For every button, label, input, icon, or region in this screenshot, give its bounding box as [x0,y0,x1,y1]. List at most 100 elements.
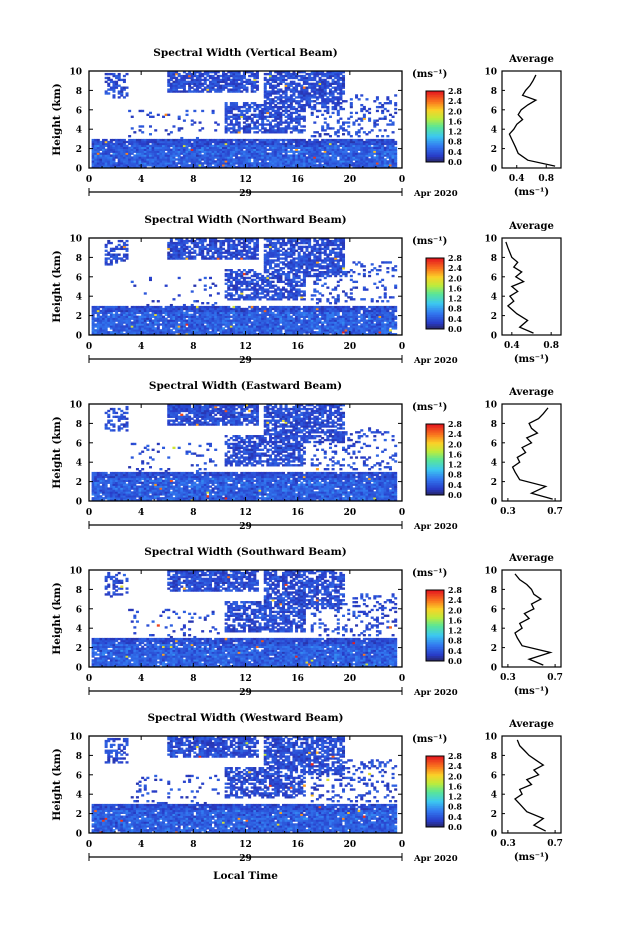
heatmap-cell [240,246,243,248]
heatmap-cell [253,108,256,110]
heatmap-cell [313,83,316,85]
heatmap-cell [347,125,350,127]
heatmap-cell [230,131,233,133]
x-tick-label: 12 [239,175,252,185]
heatmap-cell [186,139,189,141]
heatmap-cell [266,318,269,320]
heatmap-cell [332,90,335,92]
heatmap-cell [243,125,246,127]
heatmap-cell [350,98,353,100]
heatmap-cell [107,306,110,308]
heatmap-cell [290,73,293,75]
heatmap-cell [290,88,293,90]
heatmap-cell [204,139,207,141]
heatmap-cell [105,149,108,151]
heatmap-cell [287,110,290,112]
heatmap-cell [227,306,230,308]
heatmap-cell [316,102,319,104]
heatmap-cell [251,275,254,277]
heatmap-cell [191,252,194,254]
heatmap-cell [248,79,251,81]
heatmap-cell [217,248,220,250]
heatmap-cell [355,139,358,141]
heatmap-cell [253,102,256,104]
heatmap-cell [240,250,243,252]
heatmap-cell [274,298,277,300]
profile-x-tick-label: 0.4 [509,174,525,184]
heatmap-cell [238,250,241,252]
heatmap-cell [295,100,298,102]
heatmap-cell [248,139,251,141]
heatmap-cell [266,129,269,131]
heatmap-cell [287,96,290,98]
heatmap-cell [277,287,280,289]
heatmap-cell [206,257,209,259]
heatmap-cell [285,116,288,118]
heatmap-cell [105,139,108,141]
colorbar-tick-label: 0.8 [448,137,462,147]
heatmap-cell [238,156,241,158]
heatmap-cell [329,156,332,158]
heatmap-cell [238,83,241,85]
heatmap-cell [339,149,342,151]
heatmap-cell [329,135,332,137]
heatmap-cell [292,87,295,89]
heatmap-cell [279,273,282,275]
heatmap-cell [376,96,379,98]
heatmap-cell [107,141,110,143]
heatmap-cell [303,104,306,106]
heatmap-cell [232,114,235,116]
heatmap-cell [287,83,290,85]
heatmap-cell [94,139,97,141]
heatmap-cell [225,269,228,271]
heatmap-cell [305,77,308,79]
y-tick-label: 8 [76,87,82,97]
heatmap-cell [167,79,170,81]
heatmap-cell [261,296,264,298]
heatmap-cell [389,114,392,116]
heatmap-cell [227,292,230,294]
heatmap-cell [300,116,303,118]
heatmap-cell [219,240,222,242]
heatmap-cell [225,139,228,141]
heatmap-cell [360,127,363,129]
heatmap-cell [319,133,322,135]
heatmap-cell [363,106,366,108]
heatmap-cell [352,162,355,164]
heatmap-cell [141,125,144,127]
heatmap-cell [287,261,290,263]
heatmap-cell [303,87,306,89]
heatmap-cell [365,110,368,112]
heatmap-cell [384,158,387,160]
heatmap-cell [193,255,196,257]
heatmap-cell [128,308,131,310]
heatmap-cell [107,73,110,75]
y-tick-label: 2 [76,145,82,155]
heatmap-cell [376,120,379,122]
heatmap-cell [139,125,142,127]
heatmap-cell [386,160,389,162]
heatmap-cell [92,306,95,308]
heatmap-cell [272,106,275,108]
heatmap-cell [146,304,149,306]
heatmap-cell [272,290,275,292]
heatmap-cell [149,125,152,127]
heatmap-cell [251,106,254,108]
heatmap-cell [230,288,233,290]
heatmap-cell [303,116,306,118]
heatmap-cell [251,127,254,129]
heatmap-cell [342,90,345,92]
heatmap-cell [303,125,306,127]
colorbar-tick-label: 0.4 [448,147,462,157]
heatmap-cell [214,302,217,304]
heatmap-cell [188,250,191,252]
heatmap-cell [186,81,189,83]
heatmap-cell [305,156,308,158]
heatmap-cell [264,254,267,256]
heatmap-cell [118,96,121,98]
heatmap-cell [373,100,376,102]
heatmap-cell [180,137,183,139]
heatmap-cell [118,254,121,256]
heatmap-cell [277,139,280,141]
heatmap-cell [394,94,397,96]
